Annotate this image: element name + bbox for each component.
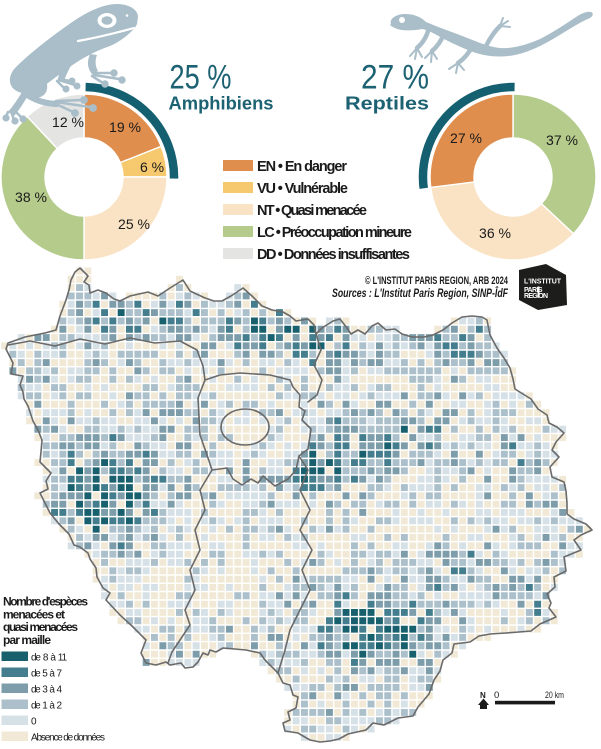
svg-text:de 8 à 11: de 8 à 11: [31, 653, 67, 664]
svg-text:20 km: 20 km: [545, 690, 564, 700]
svg-text:38 %: 38 %: [15, 189, 47, 205]
svg-text:27 %: 27 %: [361, 59, 429, 97]
svg-text:Reptiles: Reptiles: [345, 93, 429, 114]
svg-text:19 %: 19 %: [109, 119, 141, 135]
svg-text:par maille: par maille: [3, 633, 51, 647]
svg-text:Amphibiens: Amphibiens: [169, 93, 274, 114]
svg-text:DD • Données insuffisantes: DD • Données insuffisantes: [257, 247, 410, 263]
svg-text:L'INSTITUT: L'INSTITUT: [524, 279, 562, 286]
svg-text:6 %: 6 %: [140, 159, 164, 175]
svg-text:N: N: [480, 691, 486, 700]
svg-text:12 %: 12 %: [52, 114, 84, 130]
svg-text:VU • Vulnérable: VU • Vulnérable: [257, 181, 348, 197]
svg-text:LC • Préoccupation mineure: LC • Préoccupation mineure: [257, 225, 412, 241]
svg-text:37 %: 37 %: [546, 132, 578, 148]
svg-text:de 3 à 4: de 3 à 4: [31, 685, 62, 696]
svg-text:25 %: 25 %: [118, 216, 150, 232]
svg-text:36 %: 36 %: [479, 225, 511, 241]
svg-text:quasi menacées: quasi menacées: [3, 620, 78, 634]
svg-text:de 1 à 2: de 1 à 2: [31, 701, 62, 712]
svg-text:menacées et: menacées et: [3, 607, 65, 621]
svg-text:25 %: 25 %: [170, 59, 232, 97]
svg-text:Absence de données: Absence de données: [31, 733, 105, 744]
svg-text:REGION: REGION: [524, 293, 548, 300]
svg-text:de 5 à 7: de 5 à 7: [31, 669, 62, 680]
svg-text:Nombre d'espèces: Nombre d'espèces: [3, 595, 88, 609]
svg-text:PARIS: PARIS: [524, 287, 543, 294]
svg-text:0: 0: [31, 717, 37, 728]
svg-text:EN • En danger: EN • En danger: [257, 159, 347, 175]
svg-text:NT • Quasi menacée: NT • Quasi menacée: [257, 203, 367, 219]
svg-text:© L'INSTITUT PARIS REGION, ARB: © L'INSTITUT PARIS REGION, ARB 2024: [365, 275, 509, 287]
svg-text:Sources : L'Institut Paris Reg: Sources : L'Institut Paris Region, SINP-…: [332, 287, 509, 300]
svg-text:0: 0: [494, 690, 499, 701]
svg-text:27 %: 27 %: [450, 130, 482, 146]
